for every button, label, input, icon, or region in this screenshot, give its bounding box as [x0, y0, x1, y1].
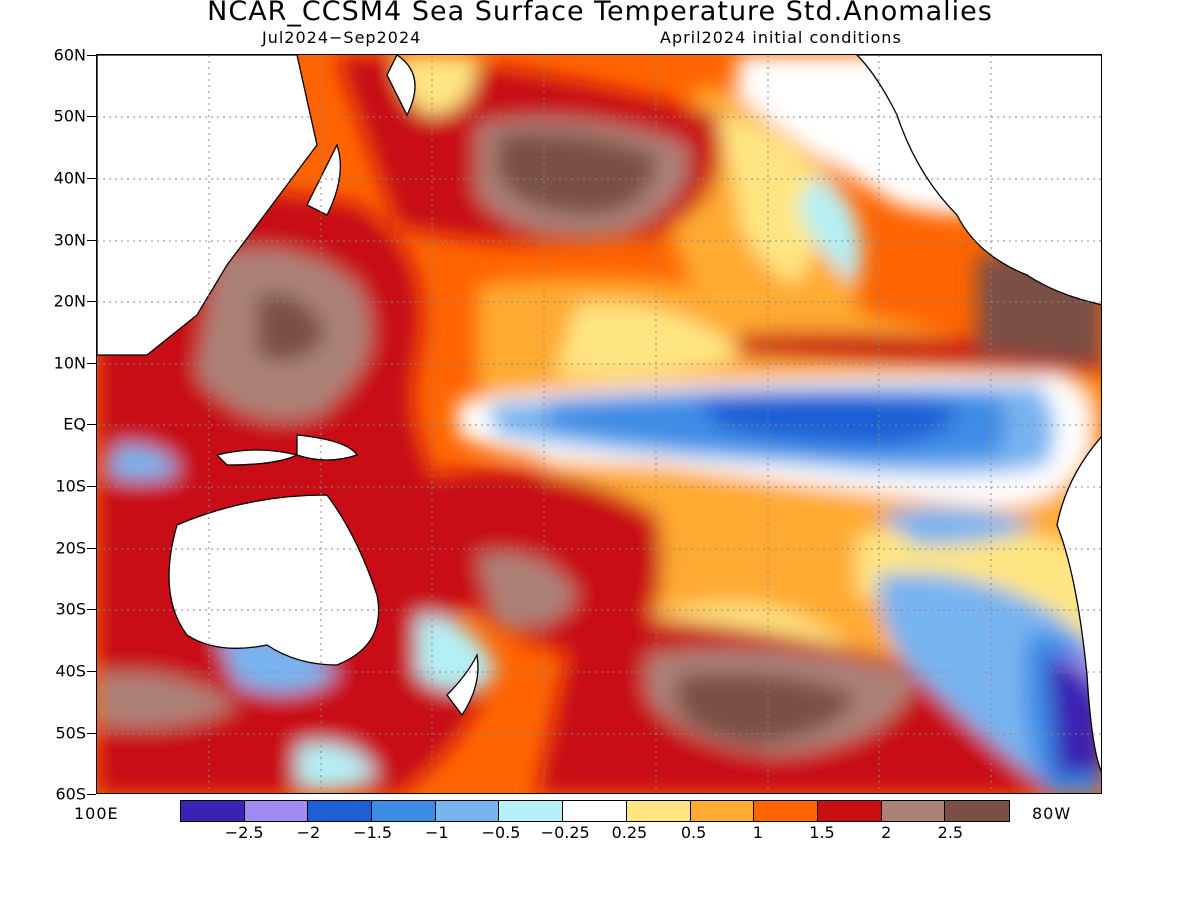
lon-label-right: 80W [1032, 804, 1072, 823]
colorbar-segment [308, 801, 373, 821]
colorbar-segment [881, 801, 946, 821]
colorbar-label: −0.5 [481, 823, 521, 842]
initial-conditions: April2024 initial conditions [660, 28, 902, 47]
lat-label: 60N [53, 45, 86, 65]
colorbar-segment [372, 801, 436, 821]
colorbar-segment [945, 801, 1009, 821]
colorbar-segment [435, 801, 500, 821]
lat-label: 30N [53, 230, 86, 250]
colorbar-segment [817, 801, 882, 821]
colorbar [180, 800, 1010, 822]
lat-label: 40N [53, 168, 86, 188]
lat-label: 20N [53, 291, 86, 311]
lat-label: 10S [55, 476, 86, 496]
colorbar-segment [563, 801, 627, 821]
colorbar-segment [754, 801, 818, 821]
colorbar-label: −0.25 [540, 823, 590, 842]
lat-label: 50S [55, 723, 86, 743]
lat-label: 50N [53, 106, 86, 126]
lon-label-left: 100E [74, 804, 119, 823]
lat-label: 60S [55, 784, 86, 804]
colorbar-label: 1.5 [809, 823, 835, 842]
colorbar-label: −2 [296, 823, 321, 842]
colorbar-segment [626, 801, 691, 821]
colorbar-segment [244, 801, 309, 821]
colorbar-segment [181, 801, 245, 821]
sst-anomaly-map [96, 54, 1102, 794]
colorbar-segment [690, 801, 755, 821]
colorbar-label: 1 [752, 823, 763, 842]
lat-label: 40S [55, 661, 86, 681]
colorbar-label: 2.5 [937, 823, 964, 842]
colorbar-label: −1 [425, 823, 449, 842]
colorbar-label: 0.25 [611, 823, 648, 842]
colorbar-segment [499, 801, 564, 821]
map-svg [97, 55, 1101, 793]
lat-label: 10N [53, 353, 86, 373]
lat-label: 30S [55, 599, 86, 619]
colorbar-label: 2 [881, 823, 892, 842]
forecast-period: Jul2024−Sep2024 [262, 28, 422, 47]
lat-label: EQ [63, 414, 86, 434]
map-title: NCAR_CCSM4 Sea Surface Temperature Std.A… [207, 0, 993, 27]
lat-label: 20S [55, 538, 86, 558]
colorbar-label: −1.5 [353, 823, 393, 842]
colorbar-label: 0.5 [680, 823, 707, 842]
colorbar-label: −2.5 [224, 823, 264, 842]
